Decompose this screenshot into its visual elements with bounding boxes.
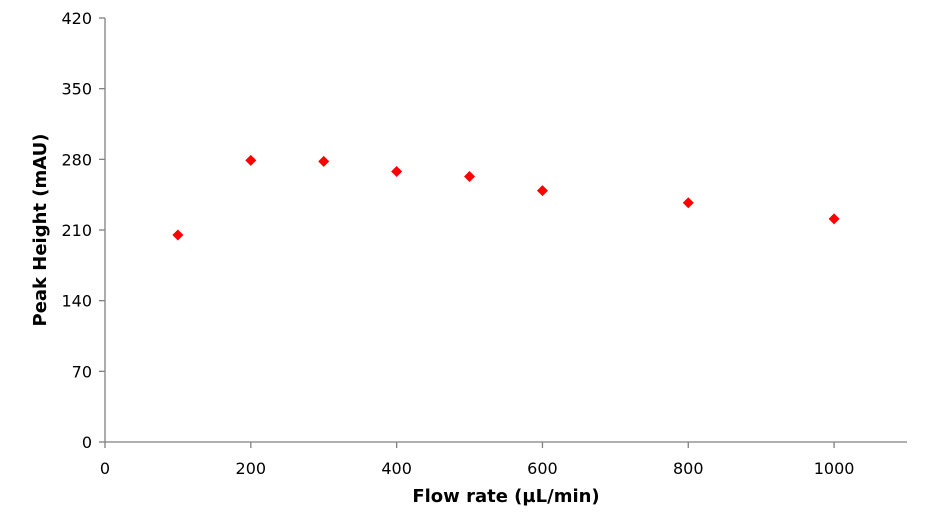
y-tick-label: 0 <box>82 433 92 452</box>
data-point <box>828 213 840 225</box>
y-tick-label: 420 <box>61 9 92 28</box>
x-tick-label: 600 <box>527 459 558 478</box>
y-axis-ticks: 0 70 140 210 280 350 420 <box>61 9 105 452</box>
x-tick-label: 200 <box>236 459 267 478</box>
y-tick-label: 140 <box>61 292 92 311</box>
data-points <box>172 154 840 241</box>
x-axis-ticks: 0 200 400 600 800 1000 <box>100 442 855 478</box>
data-point <box>318 155 330 167</box>
data-point <box>245 154 257 166</box>
data-point <box>172 229 184 241</box>
data-point <box>391 165 403 177</box>
x-axis-title: Flow rate (µL/min) <box>412 486 599 507</box>
y-tick-label: 350 <box>61 80 92 99</box>
data-point <box>536 185 548 197</box>
x-tick-label: 1000 <box>814 459 855 478</box>
data-point <box>464 170 476 182</box>
x-tick-label: 0 <box>100 459 110 478</box>
x-tick-label: 800 <box>673 459 704 478</box>
data-point <box>682 197 694 209</box>
x-tick-label: 400 <box>381 459 412 478</box>
y-tick-label: 210 <box>61 221 92 240</box>
y-tick-label: 280 <box>61 150 92 169</box>
y-tick-label: 70 <box>72 362 92 381</box>
y-axis-title: Peak Height (mAU) <box>30 134 51 327</box>
